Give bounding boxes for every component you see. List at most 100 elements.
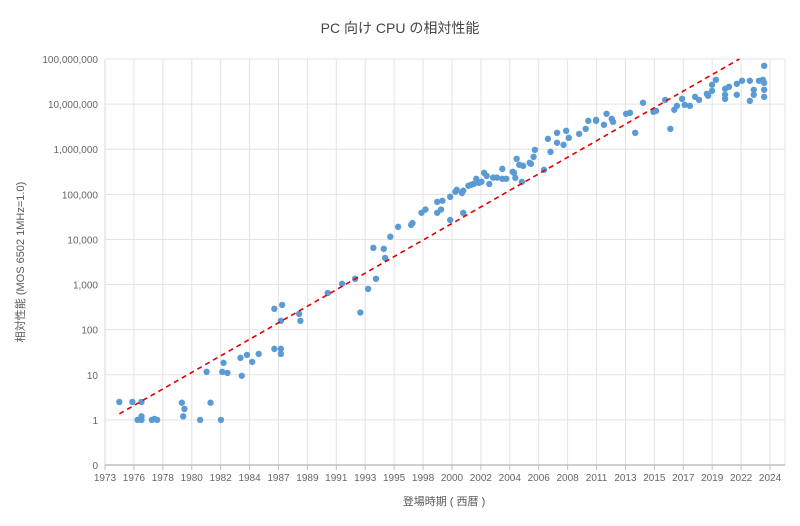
data-point	[437, 206, 445, 213]
data-point	[453, 186, 460, 194]
data-point	[483, 172, 490, 180]
data-point	[255, 350, 262, 358]
data-point	[750, 91, 757, 98]
x-tick-label: 2008	[556, 473, 579, 484]
data-point	[562, 127, 570, 135]
x-tick-label: 1973	[94, 473, 117, 484]
data-point	[433, 198, 441, 206]
data-point	[277, 345, 285, 353]
data-point	[686, 102, 694, 110]
data-point	[609, 118, 617, 126]
x-tick-label: 2002	[470, 473, 493, 484]
data-point	[271, 305, 278, 313]
data-point	[582, 125, 589, 133]
data-point	[626, 109, 634, 117]
data-point	[224, 369, 231, 377]
x-tick-label: 1984	[238, 473, 261, 484]
data-point	[575, 130, 583, 138]
data-point	[518, 178, 526, 186]
data-point	[470, 180, 477, 188]
data-points	[116, 62, 768, 424]
data-point	[422, 206, 429, 213]
data-point	[460, 209, 467, 216]
y-tick-label: 10,000,000	[48, 100, 98, 111]
data-point	[531, 146, 539, 154]
data-point	[460, 187, 467, 194]
x-tick-label: 2013	[614, 473, 637, 484]
x-tick-label: 1976	[123, 473, 146, 484]
data-point	[708, 87, 716, 95]
data-point	[560, 141, 567, 149]
y-tick-label: 1,000	[73, 281, 98, 292]
data-point	[652, 107, 660, 115]
data-point	[271, 345, 278, 353]
x-tick-label: 1998	[412, 473, 435, 484]
y-tick-label: 100,000	[62, 190, 99, 201]
data-point	[381, 254, 389, 262]
data-point	[603, 110, 610, 117]
data-point	[592, 116, 600, 124]
data-point	[673, 102, 681, 110]
data-point	[712, 76, 720, 83]
x-tick-label: 2004	[499, 473, 522, 484]
data-point	[220, 359, 227, 367]
data-point	[565, 134, 572, 142]
trend-line	[118, 58, 740, 415]
y-tick-label: 100	[81, 326, 98, 337]
data-point	[503, 175, 510, 182]
data-point	[153, 416, 161, 424]
y-tick-label: 0	[92, 461, 98, 472]
data-point	[746, 77, 754, 84]
data-point	[409, 219, 416, 227]
data-point	[295, 310, 303, 318]
data-point	[277, 350, 285, 358]
data-point	[513, 155, 520, 163]
y-tick-label: 10,000	[67, 235, 98, 246]
data-point	[553, 139, 561, 146]
data-point	[527, 160, 535, 168]
data-point	[750, 86, 757, 93]
data-point	[217, 416, 225, 424]
data-point	[181, 405, 188, 413]
data-point	[746, 97, 754, 105]
data-point	[207, 399, 214, 406]
data-point	[178, 399, 186, 406]
data-point	[364, 285, 372, 293]
y-tick-label: 100,000,000	[42, 55, 98, 66]
data-point	[733, 80, 741, 87]
data-point	[733, 91, 741, 98]
data-point	[695, 96, 703, 104]
data-point	[681, 101, 688, 109]
data-point	[499, 165, 506, 173]
data-point	[196, 416, 204, 424]
y-tick-label: 1,000,000	[54, 145, 99, 156]
x-tick-label: 1995	[383, 473, 406, 484]
data-point	[547, 148, 554, 156]
data-point	[553, 129, 561, 137]
x-tick-label: 1982	[210, 473, 233, 484]
data-point	[243, 351, 251, 359]
data-point	[512, 174, 519, 182]
chart-title: PC 向け CPU の相対性能	[321, 20, 480, 36]
x-tick-label: 1978	[152, 473, 175, 484]
data-point	[447, 193, 454, 201]
data-point	[639, 99, 647, 106]
data-point	[357, 309, 364, 316]
data-point	[278, 301, 286, 309]
data-point	[116, 398, 123, 406]
data-point	[585, 117, 592, 125]
x-axis-label: 登場時期 ( 西暦 )	[403, 494, 486, 508]
data-point	[249, 358, 256, 366]
data-point	[510, 169, 518, 177]
data-point	[760, 62, 768, 70]
data-point	[708, 81, 716, 88]
x-tick-label: 1987	[267, 473, 290, 484]
data-point	[721, 95, 729, 103]
data-point	[760, 79, 768, 87]
data-point	[486, 180, 493, 188]
x-axis-ticks: 1973 1976 1978 1980 1982 1984 1987 1989 1991 1993…	[94, 465, 782, 484]
x-tick-label: 2019	[701, 473, 724, 484]
data-point	[725, 83, 733, 90]
data-point	[600, 121, 608, 128]
data-point	[704, 92, 712, 99]
